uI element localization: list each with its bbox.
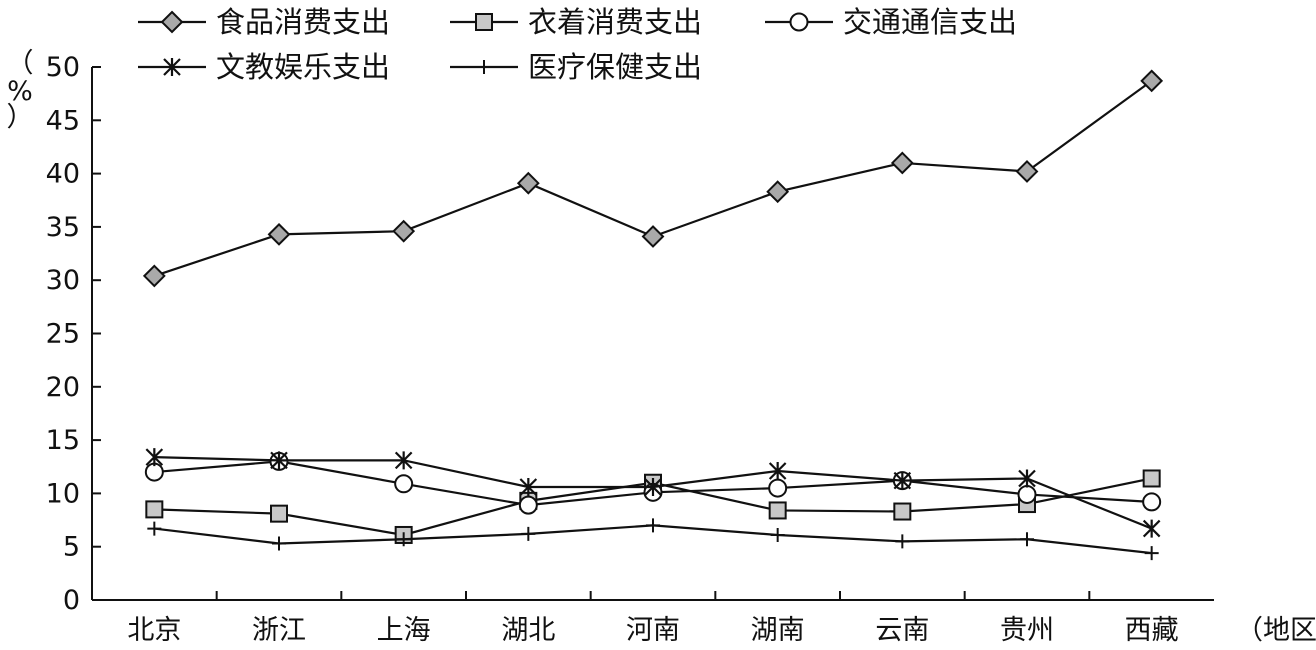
y-axis-label-unit: % (7, 76, 33, 107)
x-tick-label-0: 北京 (127, 615, 181, 646)
y-tick-label-10: 10 (46, 478, 80, 509)
point-0-5 (766, 180, 790, 204)
x-tick-label-4: 河南 (626, 615, 680, 646)
y-tick-label-35: 35 (46, 212, 80, 243)
point-2-2 (394, 474, 414, 494)
point-4-8 (1144, 546, 1159, 561)
legend-marker-4 (477, 60, 491, 74)
series-0 (142, 69, 1164, 288)
point-1-5 (768, 501, 787, 520)
point-0-0 (142, 264, 166, 288)
x-tick-label-5: 湖南 (751, 615, 805, 646)
point-1-1 (270, 504, 288, 523)
legend-item-0: 食品消费支出 (138, 5, 390, 39)
point-4-7 (1020, 532, 1034, 547)
y-tick-label-50: 50 (46, 52, 80, 83)
legend-label-4: 医疗保健支出 (528, 50, 702, 84)
y-tick-label-5: 5 (63, 532, 80, 563)
point-0-7 (1015, 160, 1039, 183)
point-3-3 (519, 478, 538, 497)
point-2-5 (768, 478, 788, 498)
series-4 (147, 518, 1159, 561)
point-0-4 (641, 225, 665, 248)
legend-marker-2 (789, 12, 809, 32)
point-0-1 (267, 222, 291, 246)
legend-marker-1 (475, 13, 493, 31)
x-tick-label-6: 云南 (875, 615, 929, 646)
y-axis-label: （ (7, 48, 34, 79)
x-tick-label-3: 湖北 (501, 615, 555, 646)
x-tick-label-8: 西藏 (1125, 615, 1179, 646)
point-0-3 (516, 171, 540, 195)
point-3-5 (768, 462, 787, 481)
point-1-0 (145, 500, 164, 519)
point-3-6 (893, 471, 912, 490)
y-tick-label-45: 45 (46, 105, 80, 136)
x-axis-label: （地区） (1236, 615, 1316, 646)
y-axis-label-close: ） (7, 102, 34, 133)
point-3-4 (644, 478, 662, 497)
point-0-6 (890, 151, 914, 175)
point-3-2 (394, 451, 413, 470)
point-4-2 (396, 532, 411, 547)
legend-item-3: 文教娱乐支出 (138, 50, 390, 84)
point-3-1 (270, 451, 288, 470)
point-4-6 (895, 534, 910, 549)
legend-item-2: 交通通信支出 (765, 5, 1017, 39)
y-axis: 0 5 10 15 20 25 30 35 40 45 50 (46, 52, 101, 616)
point-4-1 (272, 536, 286, 551)
series-3 (145, 448, 1161, 538)
y-tick-label-15: 15 (46, 425, 80, 456)
point-4-4 (646, 518, 660, 533)
point-1-8 (1142, 469, 1161, 488)
point-3-0 (145, 448, 164, 467)
y-tick-label-30: 30 (46, 265, 80, 296)
legend-marker-0 (160, 10, 184, 34)
point-2-7 (1017, 484, 1037, 504)
legend-marker-3 (163, 58, 181, 76)
legend-label-0: 食品消费支出 (216, 5, 390, 39)
y-tick-label-25: 25 (46, 319, 80, 350)
point-0-2 (392, 219, 416, 243)
point-3-8 (1142, 519, 1161, 538)
legend-item-4: 医疗保健支出 (450, 50, 702, 84)
point-2-8 (1142, 492, 1162, 512)
legend-label-1: 衣着消费支出 (528, 5, 702, 39)
point-2-3 (518, 495, 538, 515)
point-4-3 (521, 526, 536, 541)
legend-label-3: 文教娱乐支出 (216, 50, 390, 84)
x-tick-label-2: 上海 (377, 615, 431, 646)
point-1-6 (893, 502, 912, 521)
series-layer (142, 69, 1164, 561)
point-4-0 (147, 521, 162, 536)
legend-label-2: 交通通信支出 (843, 5, 1017, 39)
y-tick-label-0: 0 (63, 585, 80, 616)
x-axis: 北京 浙江 上海 湖北 河南 湖南 云南 贵州 西藏 (92, 591, 1214, 646)
point-0-8 (1140, 69, 1164, 93)
y-tick-label-20: 20 (46, 372, 80, 403)
point-3-7 (1018, 469, 1036, 488)
point-4-5 (770, 527, 785, 542)
x-tick-label-7: 贵州 (1000, 615, 1054, 646)
legend-item-1: 衣着消费支出 (450, 5, 702, 39)
y-tick-label-40: 40 (46, 159, 80, 190)
x-tick-label-1: 浙江 (252, 615, 306, 646)
